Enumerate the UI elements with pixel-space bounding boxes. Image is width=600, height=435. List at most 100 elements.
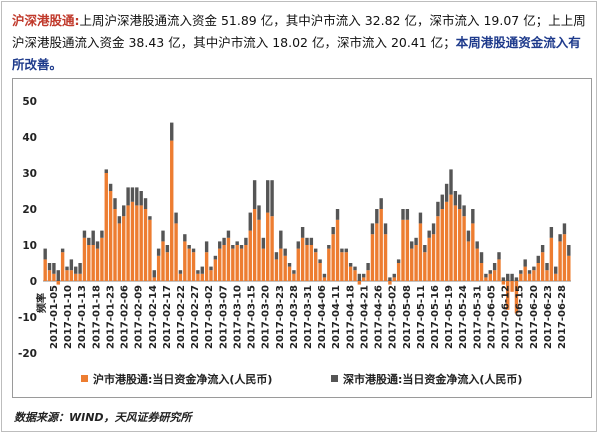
bar-sh — [200, 273, 204, 281]
bar-sz — [431, 223, 436, 235]
bar-sz — [47, 263, 52, 271]
bar-sz — [139, 191, 143, 206]
bar-sz — [436, 201, 440, 217]
bar-sh — [514, 281, 519, 314]
bar-sz — [183, 234, 187, 242]
bar-sh — [218, 248, 222, 281]
bar-sh — [314, 252, 318, 281]
bar-sz — [226, 230, 231, 238]
bar-sz — [292, 270, 296, 274]
bar-sh — [405, 219, 410, 281]
x-tick-label: 2017-02-22 — [176, 285, 187, 349]
x-tick-label: 2017-06-05 — [486, 285, 497, 349]
bar-sh — [139, 205, 143, 281]
bar-sz — [287, 263, 292, 267]
bar-sz — [545, 263, 549, 271]
bar-sz — [501, 277, 506, 281]
bar-sz — [148, 216, 152, 220]
bar-sh — [344, 252, 348, 281]
bar-sz — [375, 209, 379, 224]
y-tick-label: -20 — [18, 348, 37, 360]
bar-sz — [95, 241, 100, 249]
x-tick-label: 2017-02-14 — [148, 285, 159, 349]
x-tick-label: 2017-02-17 — [162, 285, 173, 349]
bar-sz — [444, 183, 449, 202]
bar-sz — [143, 198, 148, 209]
bar-sh — [65, 270, 69, 281]
x-tick-label: 2017-04-26 — [374, 285, 385, 349]
bar-sh — [540, 252, 545, 281]
bar-sz — [204, 241, 209, 253]
bar-sh — [567, 255, 571, 281]
bar-sz — [366, 263, 370, 271]
x-tick-label: 2017-05-02 — [388, 285, 399, 349]
bar-sh — [366, 270, 370, 281]
bar-sh — [536, 263, 540, 281]
bar-sh — [562, 234, 567, 281]
bar-sz — [462, 205, 466, 217]
bar-sz — [174, 212, 178, 224]
summary-paragraph: 沪深港股通:上周沪深港股通流入资金 51.89 亿，其中沪市流入 32.82 亿… — [12, 10, 592, 76]
x-tick-label: 2017-03-20 — [261, 285, 272, 349]
bar-sz — [305, 237, 309, 245]
bar-sz — [113, 198, 117, 209]
bar-sh — [257, 219, 261, 281]
x-tick-label: 2017-01-18 — [91, 285, 102, 349]
bar-sh — [78, 273, 82, 281]
bar-sh — [152, 277, 156, 281]
bar-sz — [130, 187, 135, 202]
x-tick-label: 2017-01-10 — [63, 285, 74, 349]
bar-sh — [165, 252, 170, 281]
bar-sh — [235, 245, 239, 281]
bar-sh — [95, 248, 100, 281]
bar-sh — [130, 201, 135, 281]
bar-sz — [78, 263, 82, 274]
bar-sz — [488, 270, 492, 274]
x-tick-label: 2017-06-15 — [515, 285, 526, 349]
bar-sh — [335, 219, 340, 281]
bar-sz — [209, 266, 213, 271]
bar-sh — [122, 216, 126, 281]
x-tick-label: 2017-02-27 — [190, 285, 201, 349]
bar-sz — [510, 273, 514, 281]
bar-sz — [388, 277, 392, 281]
chart-container: -20 -10 0 10 20 30 40 50 频率 2017-01-05 2017-01-10 2… — [12, 78, 592, 398]
summary-conclusion: 本周港股通资金流入有所改善。 — [12, 35, 581, 72]
bar-sh — [444, 201, 449, 281]
bar-sz — [523, 259, 527, 267]
bar-sh — [183, 241, 187, 281]
bar-sh — [388, 281, 392, 285]
bar-sz — [357, 273, 362, 281]
bar-sh — [305, 245, 309, 281]
bar-sz — [554, 266, 558, 274]
bar-sh — [231, 248, 235, 281]
bar-sz — [362, 273, 366, 278]
x-tick-label: 2017-05-16 — [430, 285, 441, 349]
bar-sh — [287, 266, 292, 281]
bar-sz — [549, 227, 554, 238]
bar-sz — [100, 230, 104, 238]
x-axis-label: 频率 — [35, 293, 48, 313]
bar-sz — [497, 252, 501, 260]
bar-sh — [532, 270, 536, 281]
legend-label-sh: 沪市港股通:当日资金净流入(人民币) — [93, 372, 272, 386]
bar-sz — [283, 248, 287, 256]
bar-sh — [52, 273, 56, 281]
x-tick-label: 2017-04-21 — [359, 285, 370, 349]
bar-sz — [257, 205, 261, 220]
bar-sz — [52, 263, 56, 274]
bar-sh — [510, 281, 514, 292]
bar-sh — [296, 248, 300, 281]
x-tick-label: 2017-05-24 — [458, 285, 469, 349]
bar-sh — [113, 209, 117, 281]
bar-sz — [344, 248, 348, 253]
bar-sz — [383, 223, 388, 235]
x-tick-label: 2017-06-23 — [543, 285, 554, 349]
bar-sh — [471, 223, 475, 281]
bar-sz — [567, 245, 571, 256]
bar-sz — [82, 230, 87, 238]
bar-sh — [353, 270, 357, 281]
bar-sh — [178, 273, 183, 281]
source-note: 数据来源：WIND，天风证券研究所 — [14, 411, 192, 424]
